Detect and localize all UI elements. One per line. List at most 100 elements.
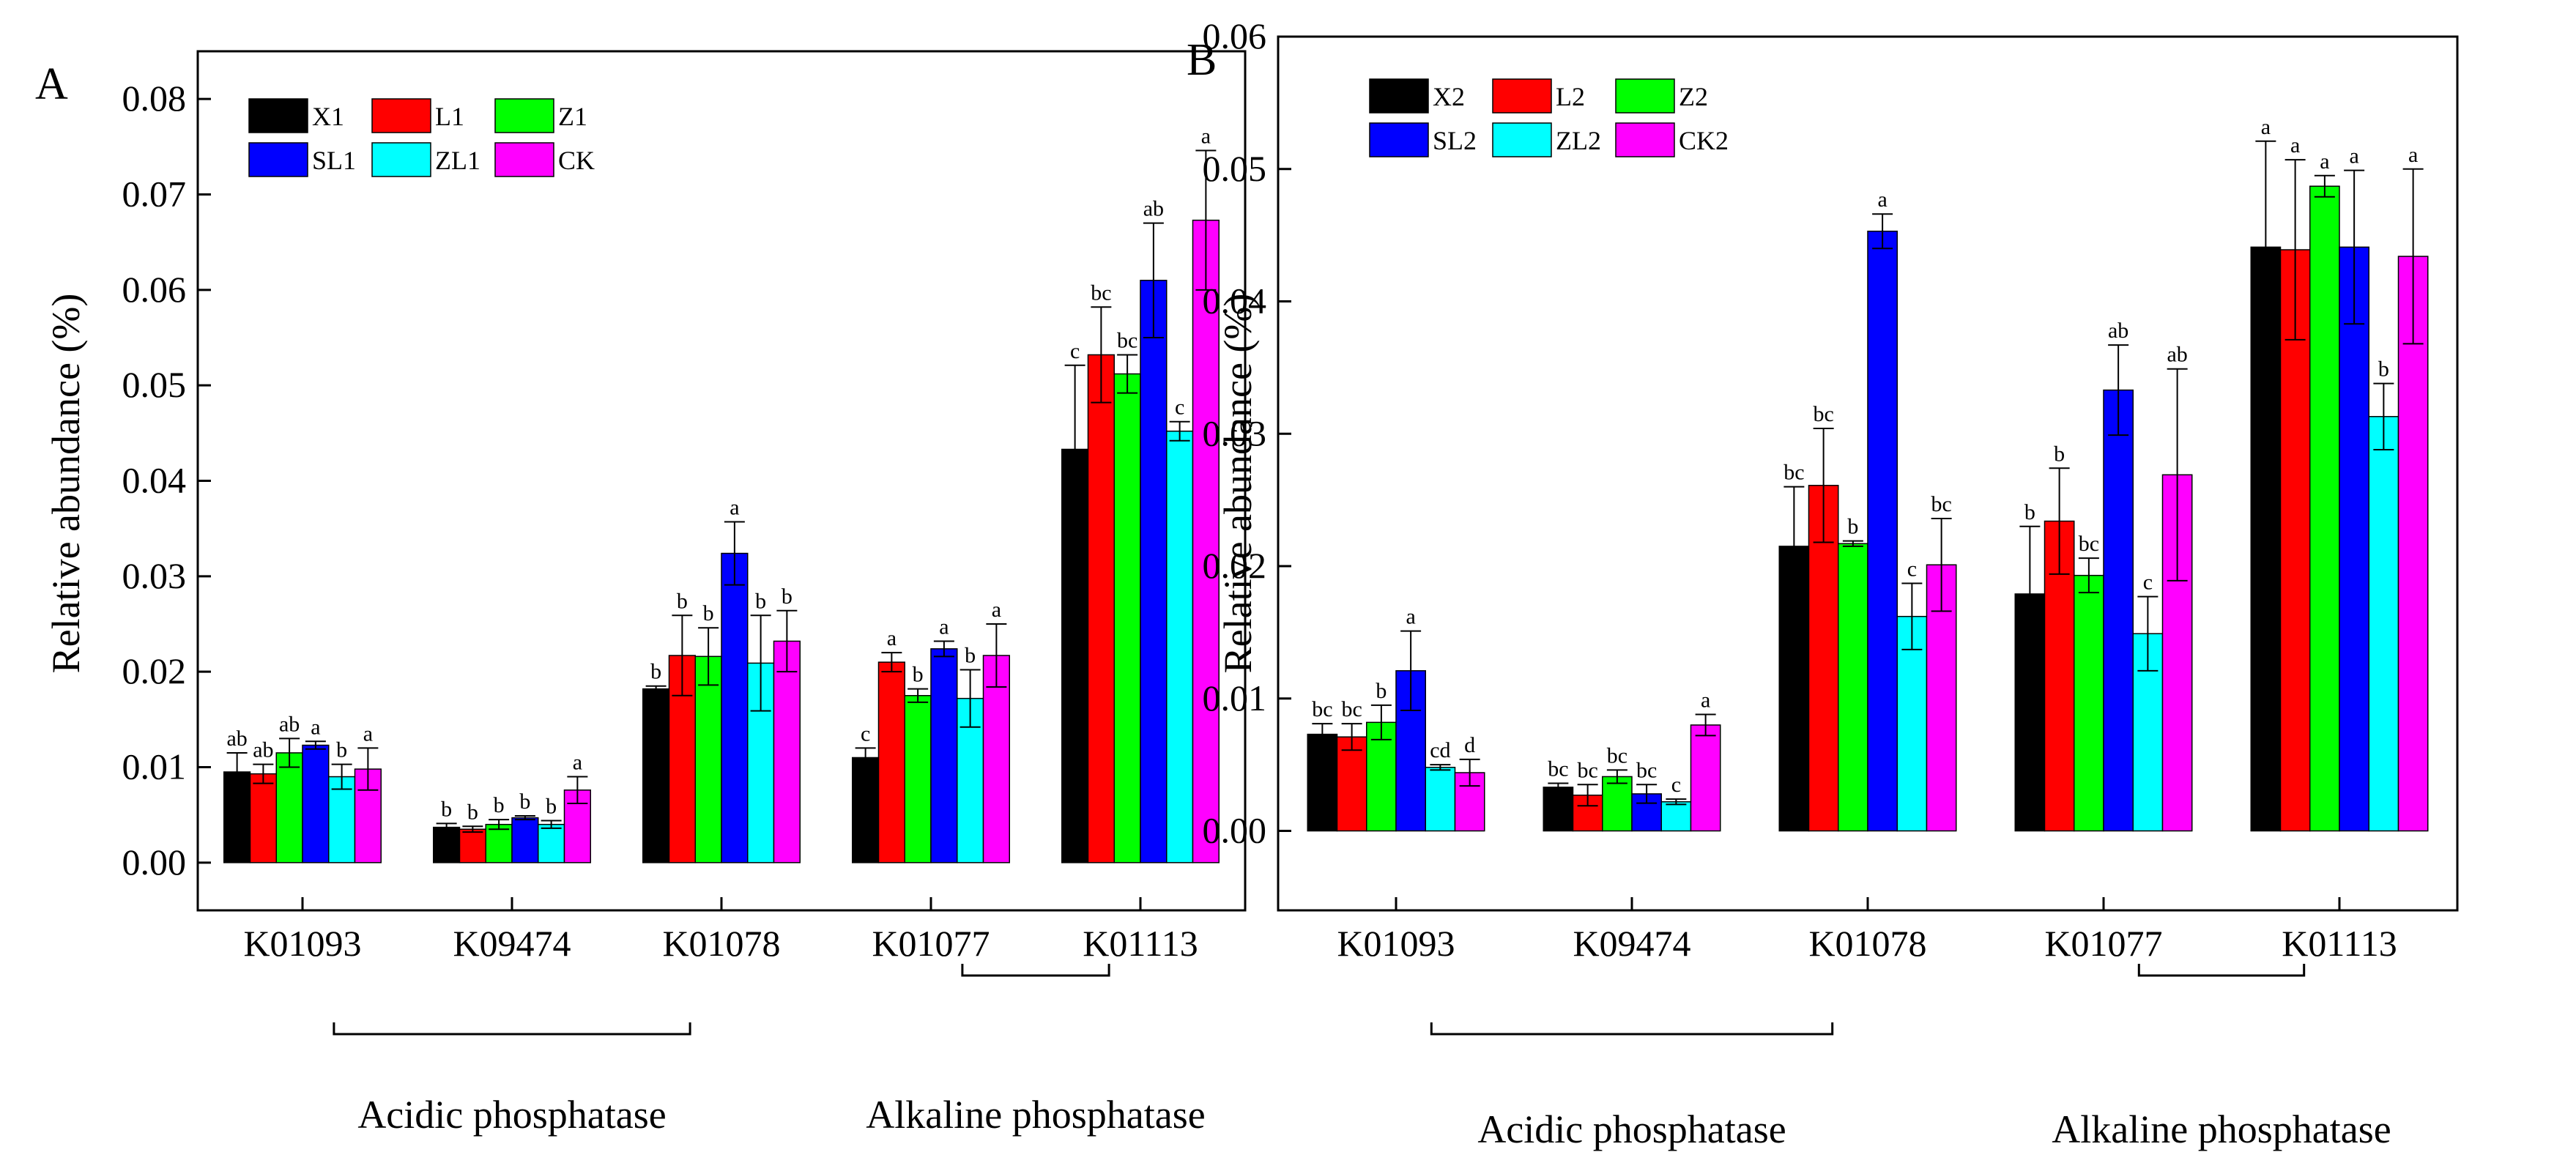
- bar-l1-k09474: [459, 828, 486, 863]
- significance-label: bc: [1607, 743, 1627, 768]
- significance-label: bc: [1636, 758, 1657, 782]
- bar-zl2-k01093: [1425, 767, 1456, 832]
- legend-label: CK: [558, 146, 595, 175]
- legend-label: SL2: [1433, 126, 1477, 155]
- bar-sl2-k01077: [2103, 389, 2134, 832]
- category-label: K01113: [1083, 923, 1198, 964]
- significance-label: c: [1175, 395, 1184, 420]
- significance-label: b: [2054, 442, 2065, 466]
- bar-l1-k01077: [877, 661, 905, 863]
- legend-swatch: [1369, 122, 1429, 157]
- significance-label: a: [311, 715, 320, 739]
- legend-swatch: [1615, 122, 1675, 157]
- y-tick-label: 0.03: [122, 555, 187, 596]
- group-bracket: [2137, 964, 2306, 977]
- y-tick-label: 0.08: [122, 78, 187, 119]
- bar-x1-k01078: [642, 688, 670, 863]
- significance-label: bc: [1577, 758, 1597, 782]
- bar-ck2-k09474: [1690, 724, 1721, 832]
- legend-label: L2: [1556, 82, 1585, 111]
- significance-label: ab: [226, 727, 247, 751]
- significance-label: a: [573, 751, 582, 775]
- significance-label: ab: [279, 712, 300, 736]
- category-label: K01093: [1337, 923, 1455, 964]
- legend-swatch: [371, 98, 431, 133]
- bar-sl1-k01077: [930, 648, 958, 863]
- significance-label: c: [1671, 773, 1681, 797]
- bar-z2-k01093: [1366, 721, 1397, 832]
- bar-l1-k01113: [1087, 354, 1115, 863]
- legend: X2 L2 Z2 SL2 ZL2 CK2: [1369, 78, 1729, 157]
- legend-swatch: [371, 142, 431, 177]
- bar-sl2-k01078: [1867, 230, 1898, 832]
- y-tick-label: 0.00: [1203, 810, 1267, 851]
- legend-swatch: [1492, 78, 1552, 114]
- significance-label: a: [2290, 133, 2300, 157]
- y-tick-label: 0.04: [122, 460, 187, 501]
- legend-label: ZL2: [1556, 126, 1601, 155]
- bar-zl2-k09474: [1660, 801, 1692, 832]
- bar-zl2-k01078: [1896, 615, 1928, 832]
- group-label: Acidic phosphatase: [357, 1093, 666, 1137]
- significance-label: c: [861, 721, 870, 746]
- significance-label: bc: [2079, 532, 2099, 556]
- bar-l2-k01113: [2279, 249, 2311, 832]
- significance-label: b: [782, 584, 793, 609]
- significance-label: b: [336, 738, 347, 762]
- bar-z2-k01113: [2309, 185, 2340, 832]
- panel-b: B Relative abundance (%) 0.00 0.01 0.02 0.03 0…: [1187, 15, 2459, 1151]
- bar-sl1-k09474: [511, 817, 539, 863]
- significance-label: cd: [1430, 738, 1450, 762]
- bar-zl1-k01113: [1166, 430, 1194, 863]
- legend-swatch: [1369, 78, 1429, 114]
- bar-sl1-k01078: [721, 552, 749, 863]
- legend-label: X1: [312, 102, 344, 131]
- group-bracket: [1430, 1022, 1834, 1036]
- significance-label: b: [519, 790, 530, 814]
- bar-zl1-k01078: [747, 662, 775, 863]
- significance-label: a: [1877, 187, 1887, 212]
- legend-label: Z2: [1679, 82, 1708, 111]
- significance-label: b: [703, 601, 714, 625]
- panel-a: A Relative abundance (%) 0.00 0.01 0.02 0.03 0…: [35, 50, 1247, 1137]
- significance-label: a: [730, 496, 739, 520]
- bar-z1-k01077: [904, 695, 932, 863]
- legend-swatch: [1492, 122, 1552, 157]
- group-label: Alkaline phosphatase: [866, 1093, 1205, 1137]
- y-tick-label: 0.07: [122, 174, 187, 215]
- bar-z2-k09474: [1602, 776, 1633, 832]
- significance-label: b: [677, 589, 688, 613]
- bar-zl1-k09474: [538, 823, 565, 863]
- y-tick-label: 0.05: [1203, 148, 1267, 189]
- significance-label: b: [1376, 679, 1387, 703]
- bar-l2-k01093: [1336, 736, 1367, 832]
- group-label: Alkaline phosphatase: [2052, 1107, 2391, 1151]
- legend-swatch: [494, 142, 554, 177]
- y-tick-label: 0.04: [1203, 281, 1267, 322]
- y-tick-label: 0.06: [1203, 15, 1267, 56]
- bar-sl1-k01113: [1140, 280, 1168, 863]
- legend: X1 L1 Z1 SL1 ZL1 CK: [248, 98, 595, 177]
- significance-label: a: [1201, 125, 1211, 149]
- legend-swatch: [248, 142, 308, 177]
- category-label: K01093: [243, 923, 361, 964]
- category-label: K09474: [1573, 923, 1690, 964]
- y-axis-title: Relative abundance (%): [44, 294, 88, 674]
- category-label: K01077: [2044, 923, 2162, 964]
- bar-x1-k09474: [433, 826, 461, 863]
- significance-label: c: [1907, 557, 1917, 582]
- category-label: K09474: [453, 923, 571, 964]
- significance-label: b: [467, 800, 478, 824]
- bar-l1-k01093: [249, 773, 277, 863]
- significance-label: b: [755, 589, 766, 613]
- significance-label: a: [2320, 149, 2329, 174]
- legend-label: X2: [1433, 82, 1465, 111]
- significance-label: d: [1464, 733, 1475, 757]
- bar-ck2-k01113: [2397, 256, 2429, 832]
- category-label: K01078: [662, 923, 780, 964]
- significance-label: a: [2349, 144, 2358, 168]
- y-tick-label: 0.01: [122, 746, 187, 787]
- significance-label: b: [441, 797, 452, 821]
- significance-label: b: [913, 663, 924, 687]
